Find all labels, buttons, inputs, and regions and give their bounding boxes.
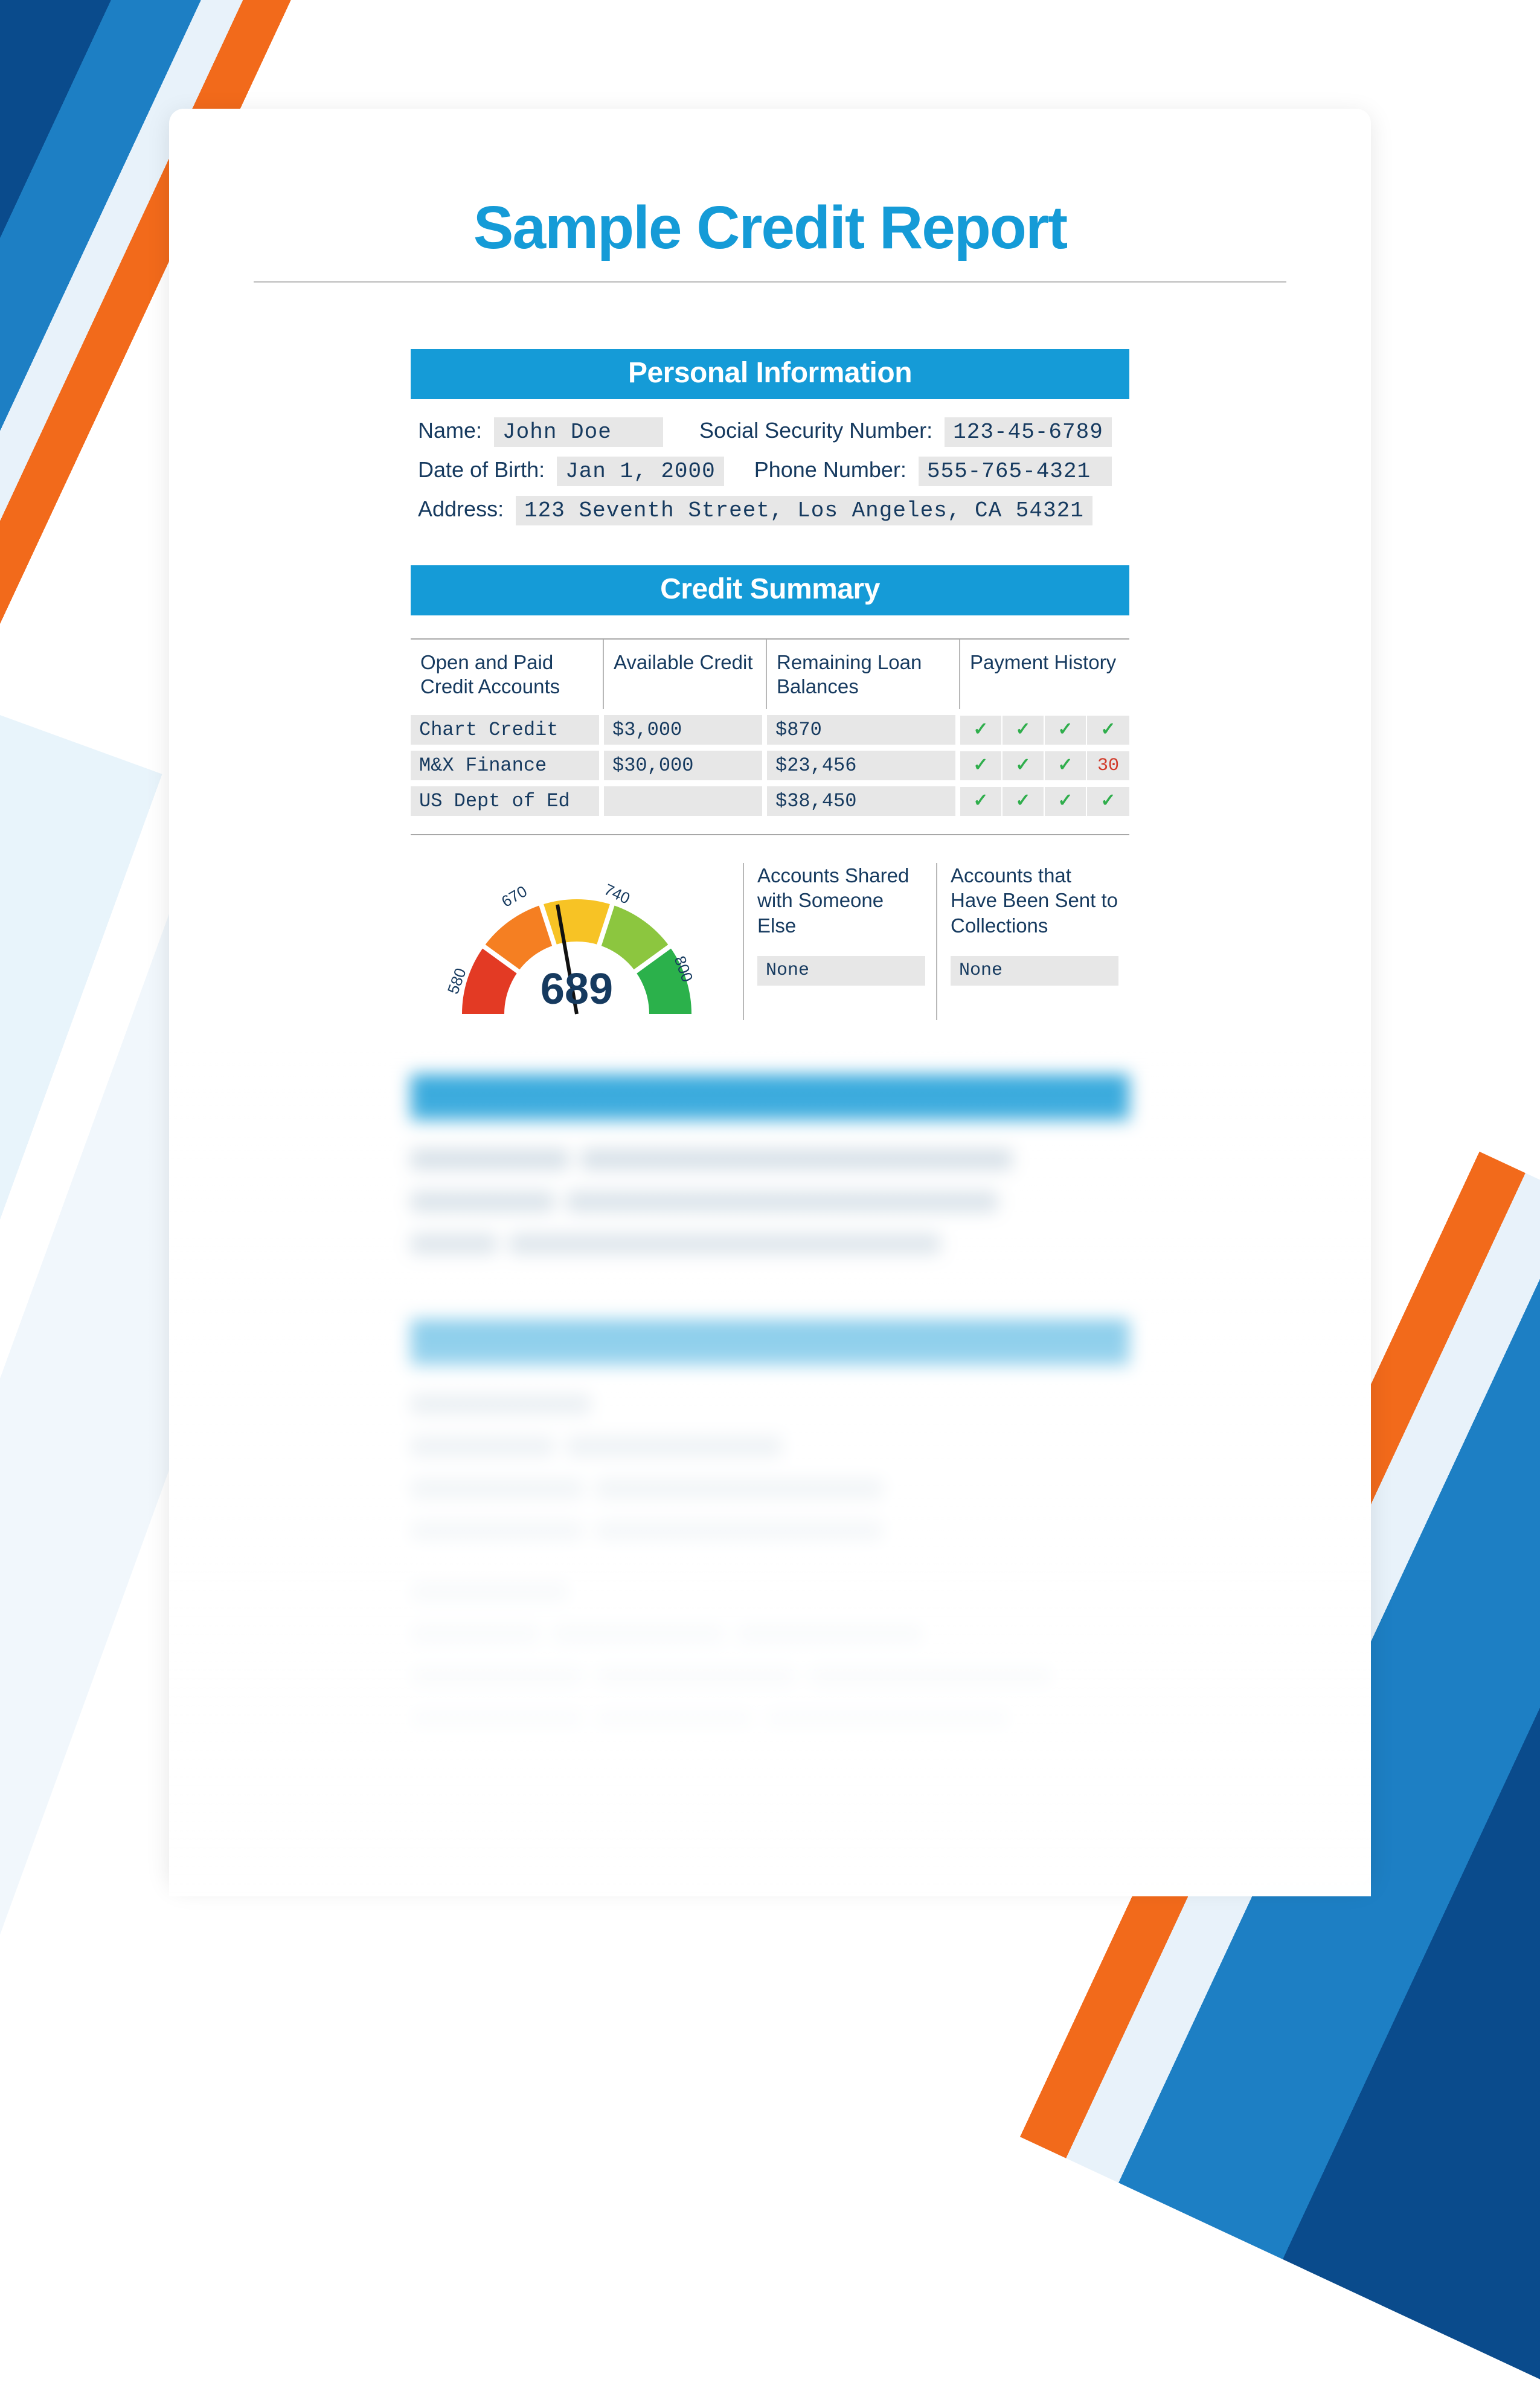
value-address: 123 Seventh Street, Los Angeles, CA 5432… xyxy=(516,496,1092,525)
report-card: Sample Credit Report Personal Informatio… xyxy=(169,109,1371,1884)
value-dob: Jan 1, 2000 xyxy=(557,457,724,486)
cell-remaining: $870 xyxy=(767,715,955,745)
accounts-shared-value: None xyxy=(757,956,925,986)
check-icon: ✓ xyxy=(1087,716,1129,745)
check-icon: ✓ xyxy=(960,787,1003,816)
credit-summary-table: Open and Paid Credit Accounts Available … xyxy=(411,638,1129,835)
cell-remaining: $23,456 xyxy=(767,751,955,780)
label-phone: Phone Number: xyxy=(754,457,906,483)
label-ssn: Social Security Number: xyxy=(699,418,932,443)
section-bar-personal-info: Personal Information xyxy=(411,349,1129,399)
col-accounts: Open and Paid Credit Accounts xyxy=(411,640,604,709)
cell-payment-history: ✓✓✓✓ xyxy=(960,715,1129,745)
check-icon: ✓ xyxy=(960,751,1003,780)
label-dob: Date of Birth: xyxy=(418,457,545,483)
cell-available xyxy=(604,786,762,816)
col-payment-history: Payment History xyxy=(960,640,1129,709)
page-title: Sample Credit Report xyxy=(254,193,1286,283)
value-phone: 555-765-4321 xyxy=(919,457,1112,486)
value-ssn: 123-45-6789 xyxy=(945,417,1112,447)
check-icon: ✓ xyxy=(960,716,1003,745)
section-bar-credit-summary: Credit Summary xyxy=(411,565,1129,615)
label-address: Address: xyxy=(418,496,504,522)
check-icon: ✓ xyxy=(1045,787,1087,816)
label-name: Name: xyxy=(418,418,482,443)
cell-available: $30,000 xyxy=(604,751,762,780)
check-icon: ✓ xyxy=(1003,751,1045,780)
check-icon: ✓ xyxy=(1003,787,1045,816)
accounts-shared-label: Accounts Shared with Someone Else xyxy=(757,863,925,938)
check-icon: ✓ xyxy=(1045,751,1087,780)
cell-payment-history: ✓✓✓30 xyxy=(960,751,1129,780)
cell-payment-history: ✓✓✓✓ xyxy=(960,786,1129,816)
table-row: Chart Credit$3,000$870✓✓✓✓ xyxy=(411,715,1129,745)
section-bar-public-records xyxy=(411,1074,1129,1120)
personal-info-block: Name: John Doe Social Security Number: 1… xyxy=(411,399,1129,565)
col-remaining: Remaining Loan Balances xyxy=(767,640,960,709)
accounts-collections-col: Accounts that Have Been Sent to Collecti… xyxy=(936,863,1129,1020)
cell-available: $3,000 xyxy=(604,715,762,745)
table-header-row: Open and Paid Credit Accounts Available … xyxy=(411,638,1129,709)
cell-account: US Dept of Ed xyxy=(411,786,599,816)
credit-score-gauge: 689 580 670 740 800 xyxy=(411,863,743,1020)
check-icon: ✓ xyxy=(1087,787,1129,816)
section-bar-credit-inquiries xyxy=(411,1320,1129,1365)
cell-account: M&X Finance xyxy=(411,751,599,780)
accounts-collections-label: Accounts that Have Been Sent to Collecti… xyxy=(951,863,1118,938)
table-row: US Dept of Ed$38,450✓✓✓✓ xyxy=(411,786,1129,816)
section-credit-inquiries xyxy=(411,1320,1129,1740)
gauge-and-accounts-row: 689 580 670 740 800 Accounts Shared with… xyxy=(411,863,1129,1020)
footer-right: page 1 of 2 xyxy=(1208,1829,1286,1848)
report-body: Personal Information Name: John Doe Soci… xyxy=(411,349,1129,1740)
late-days: 30 xyxy=(1087,751,1129,780)
section-public-records xyxy=(411,1074,1129,1265)
accounts-collections-value: None xyxy=(951,956,1118,986)
card-footer: Understanding Your Credit Report page 1 … xyxy=(254,1829,1286,1848)
cell-account: Chart Credit xyxy=(411,715,599,745)
col-available: Available Credit xyxy=(604,640,767,709)
table-row: M&X Finance$30,000$23,456✓✓✓30 xyxy=(411,751,1129,780)
value-name: John Doe xyxy=(494,417,663,447)
cell-remaining: $38,450 xyxy=(767,786,955,816)
check-icon: ✓ xyxy=(1003,716,1045,745)
table-bottom-divider xyxy=(411,834,1129,835)
check-icon: ✓ xyxy=(1045,716,1087,745)
accounts-shared-col: Accounts Shared with Someone Else None xyxy=(743,863,936,1020)
footer-left: Understanding Your Credit Report xyxy=(254,1829,489,1848)
